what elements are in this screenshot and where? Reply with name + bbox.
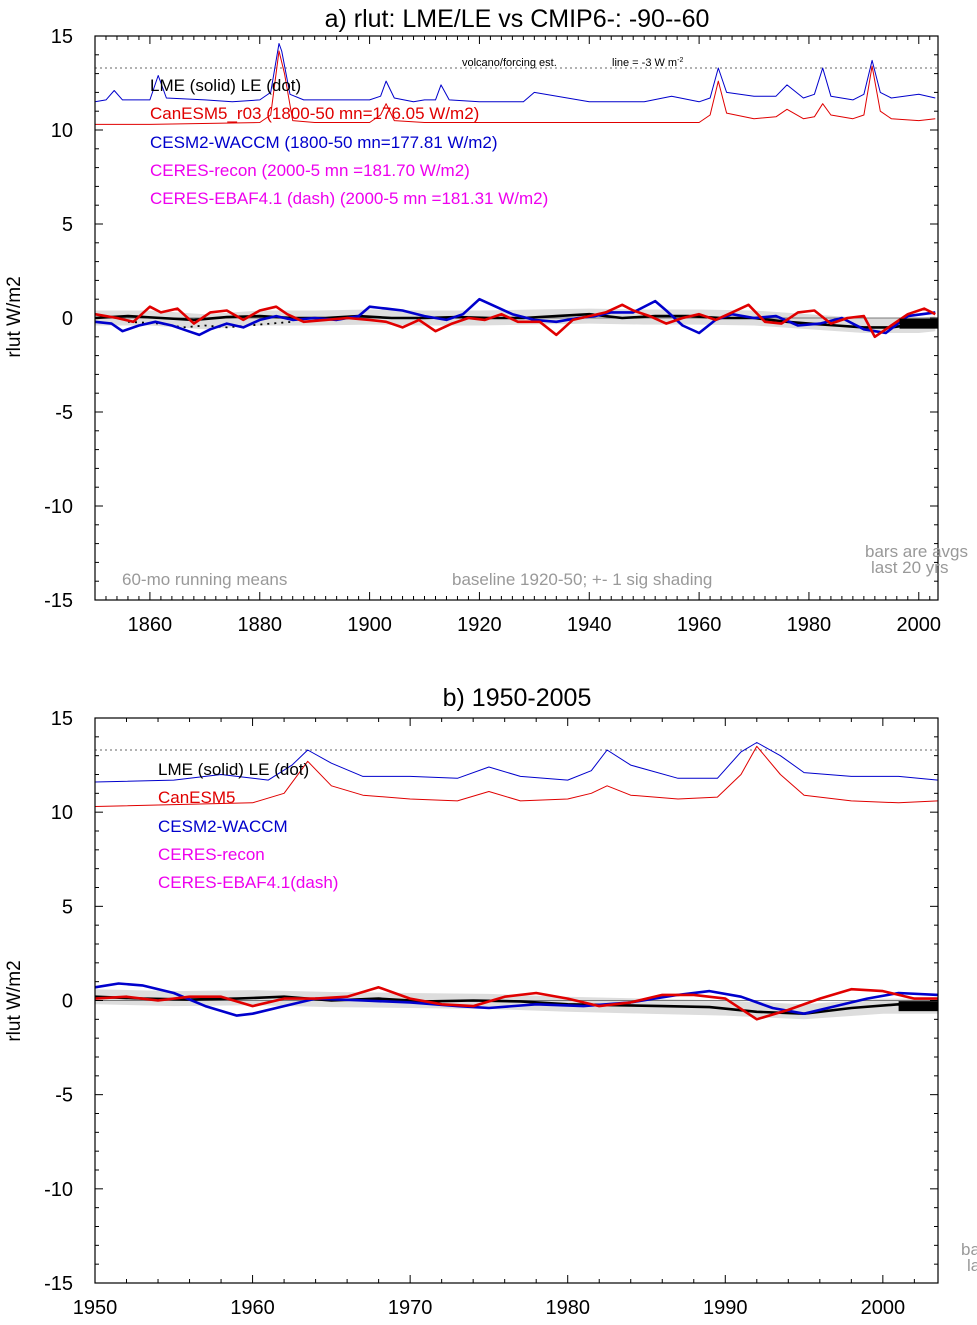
- panel-a-legend: LME (solid) LE (dot) CanESM5_r03 (1800-5…: [150, 76, 548, 208]
- panel-a-series-1: [95, 50, 936, 125]
- panel-a-xtick-label: 1920: [457, 614, 502, 636]
- panel-a-xtick-label: 1880: [238, 614, 283, 636]
- panel-a-bars-note-2: last 20 yrs: [871, 558, 948, 577]
- panel-b-ytick-label: 0: [62, 991, 73, 1013]
- legend-a-lme-le: LME (solid) LE (dot): [150, 76, 301, 95]
- legend-a-ceres-ebaf: CERES-EBAF4.1 (dash) (2000-5 mn =181.31 …: [150, 189, 548, 208]
- panel-a-xtick-label: 1960: [677, 614, 722, 636]
- panel-b-ytick-label: -10: [44, 1179, 73, 1201]
- panel-b-ytick-label: 5: [62, 896, 73, 918]
- panel-a-line-note: line = -3 W m-2: [612, 57, 683, 69]
- panel-a-avg-bar-0: [899, 318, 938, 329]
- legend-a-ceres-recon: CERES-recon (2000-5 mn =181.70 W/m2): [150, 161, 470, 180]
- panel-b-ylabel: rlut W/m2: [4, 960, 25, 1041]
- panel-a-ytick-label: 5: [62, 214, 73, 236]
- panel-a-running-note: 60-mo running means: [122, 570, 287, 589]
- legend-b-ceres-ebaf: CERES-EBAF4.1(dash): [158, 873, 338, 892]
- panel-a-ytick-label: -10: [44, 496, 73, 518]
- panel-a-ytick-label: -5: [55, 402, 73, 424]
- panel-a-ytick-label: -15: [44, 590, 73, 612]
- panel-b-series-0: [94, 742, 939, 783]
- legend-b-lme-le: LME (solid) LE (dot): [158, 760, 309, 779]
- panel-b-bars-note-1: ba: [961, 1240, 977, 1259]
- panel-a-xtick-label: 1900: [347, 614, 392, 636]
- panel-a-xtick-label: 1980: [787, 614, 832, 636]
- panel-b-ytick-label: -5: [55, 1085, 73, 1107]
- panel-b-xtick-label: 2000: [861, 1297, 906, 1319]
- legend-a-canesm5: CanESM5_r03 (1800-50 mn=176.05 W/m2): [150, 104, 479, 123]
- panel-b-series-1: [94, 745, 939, 807]
- panel-b-series-3: [94, 982, 939, 1017]
- panel-a-bars-note-1: bars are avgs: [865, 542, 968, 561]
- panel-b-xtick-label: 1980: [545, 1297, 590, 1319]
- panel-a-ytick-label: 0: [62, 308, 73, 330]
- panel-a-series-0: [94, 43, 936, 103]
- panel-a-baseline-note: baseline 1920-50; +- 1 sig shading: [452, 570, 712, 589]
- panel-a-series-2: [94, 312, 936, 329]
- legend-a-cesm2: CESM2-WACCM (1800-50 mn=177.81 W/m2): [150, 133, 498, 152]
- panel-a-xtick-label: 1860: [128, 614, 173, 636]
- panel-b-sigma-shading: [95, 989, 938, 1020]
- panel-b-ytick-label: 10: [51, 802, 73, 824]
- panel-a-title: a) rlut: LME/LE vs CMIP6-: -90--60: [325, 5, 710, 33]
- panel-a-ytick-label: 10: [51, 120, 73, 142]
- panel-a-plot: 1860 1880 1900 1920 1940 1960 1980 2000 15 10 5 0 -5…: [44, 26, 941, 636]
- panel-b: b) 1950-2005 rlut W/m2 1950 1960 1970 1980 1…: [4, 684, 977, 1319]
- panel-b-xtick-label: 1990: [703, 1297, 748, 1319]
- panel-b-ytick-label: 15: [51, 708, 73, 730]
- panel-a-series-5: [94, 303, 936, 339]
- legend-b-canesm5: CanESM5: [158, 788, 235, 807]
- panel-b-legend: LME (solid) LE (dot) CanESM5 CESM2-WACCM…: [158, 760, 338, 892]
- panel-b-xtick-label: 1950: [73, 1297, 118, 1319]
- panel-b-series-4: [94, 985, 938, 1021]
- panel-b-plot: 1950 1960 1970 1980 1990 2000 15 10 5 0 -5 -10 -15: [44, 708, 939, 1319]
- panel-b-avg-bar-0: [898, 1001, 938, 1012]
- panel-b-xtick-label: 1960: [230, 1297, 275, 1319]
- panel-b-ytick-label: -15: [44, 1273, 73, 1295]
- panel-a-xtick-label: 1940: [567, 614, 612, 636]
- legend-b-ceres-recon: CERES-recon: [158, 845, 265, 864]
- panel-a-xtick-label: 2000: [897, 614, 942, 636]
- panel-b-title: b) 1950-2005: [443, 684, 592, 712]
- legend-b-cesm2: CESM2-WACCM: [158, 817, 288, 836]
- panel-a-ytick-label: 15: [51, 26, 73, 48]
- panel-b-xtick-label: 1970: [388, 1297, 433, 1319]
- panel-a-ylabel: rlut W/m2: [4, 276, 25, 357]
- panel-a-volcano-note: volcano/forcing est.: [462, 57, 557, 69]
- panel-b-bars-note-2: la: [967, 1256, 977, 1275]
- panel-a: a) rlut: LME/LE vs CMIP6-: -90--60 rlut …: [4, 5, 968, 636]
